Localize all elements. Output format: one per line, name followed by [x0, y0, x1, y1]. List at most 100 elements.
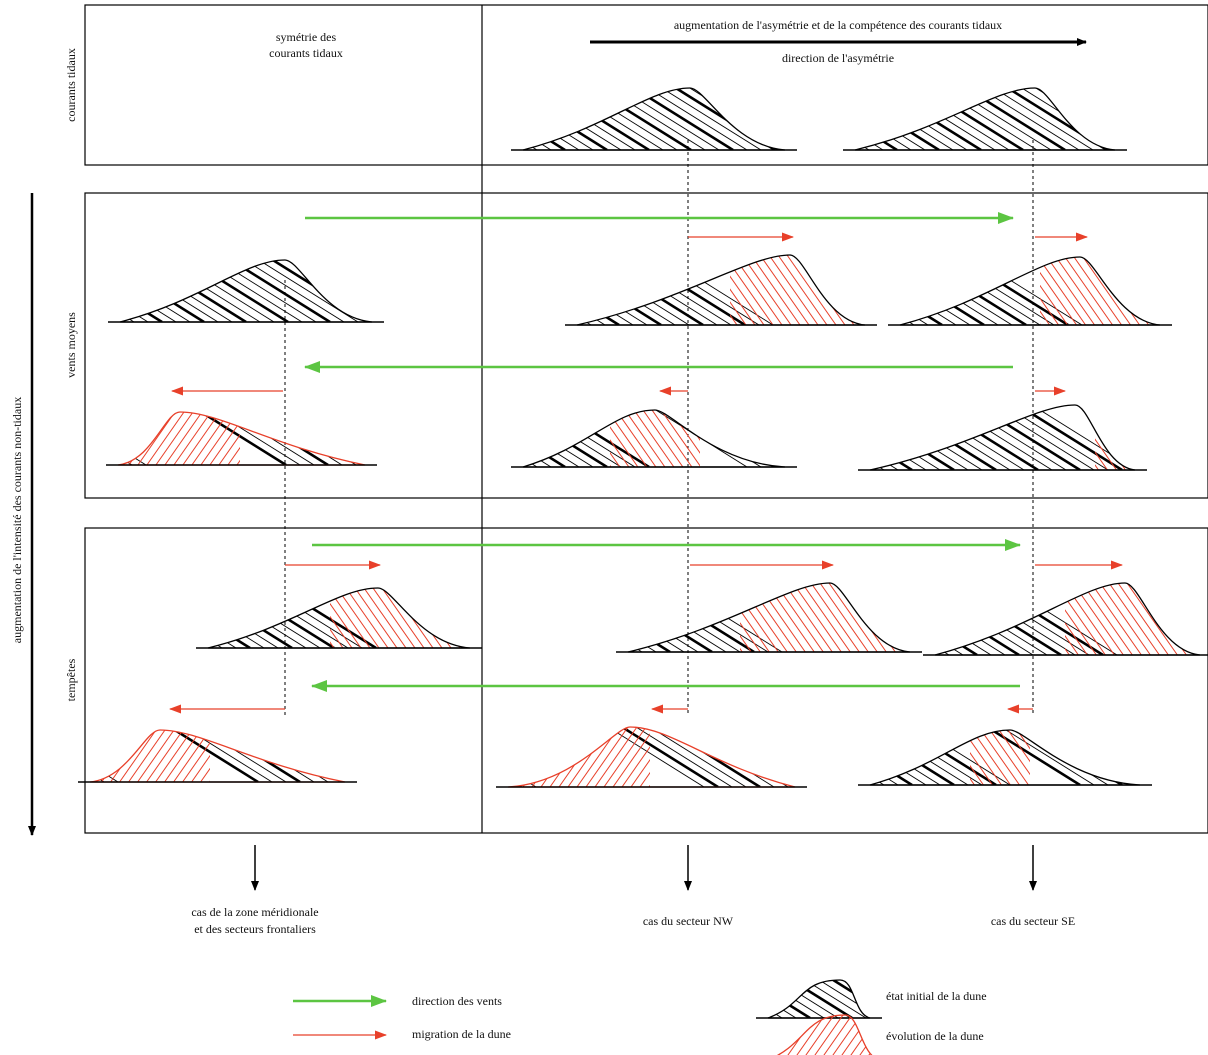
red-hatch — [1143, 405, 1189, 470]
red-hatch — [733, 255, 782, 325]
red-hatch — [406, 727, 448, 787]
dune — [112, 588, 572, 648]
red-hatch — [676, 583, 724, 652]
red-hatch — [517, 588, 559, 648]
red-hatch — [1116, 405, 1162, 470]
red-hatch — [1155, 257, 1203, 325]
red-hatch — [1152, 405, 1198, 470]
red-hatch — [508, 588, 550, 648]
hatch — [507, 255, 619, 325]
red-hatch — [238, 588, 280, 648]
red-hatch — [129, 730, 165, 782]
red-hatch — [694, 727, 736, 787]
hatch — [460, 410, 551, 467]
hatch — [889, 257, 998, 325]
red-hatch — [964, 583, 1012, 652]
red-hatch — [84, 412, 121, 465]
red-hatch — [703, 727, 745, 787]
hatch — [960, 583, 1075, 655]
hatch — [577, 255, 689, 325]
hatch — [91, 260, 190, 322]
red-hatch — [120, 730, 156, 782]
hatch — [182, 588, 278, 648]
hatch — [822, 405, 926, 470]
red-hatch — [571, 255, 620, 325]
red-hatch — [1154, 583, 1204, 655]
red-hatch — [346, 588, 388, 648]
red-hatch — [1161, 730, 1200, 785]
hatch — [7, 730, 90, 782]
hatch — [1048, 730, 1136, 785]
red-hatch — [337, 588, 379, 648]
red-hatch — [364, 588, 406, 648]
red-hatch — [472, 410, 512, 467]
legend-label: migration de la dune — [412, 1027, 511, 1041]
hatch — [636, 727, 732, 787]
hatch — [976, 405, 1080, 470]
red-hatch — [670, 255, 719, 325]
red-hatch — [874, 583, 922, 652]
hatch — [934, 405, 1038, 470]
dune — [0, 730, 426, 782]
red-hatch — [111, 730, 147, 782]
hatch — [672, 583, 782, 652]
hatch — [712, 410, 803, 467]
red-hatch — [1161, 405, 1207, 470]
hatch — [678, 727, 774, 787]
red-hatch — [939, 257, 987, 325]
red-hatch — [793, 583, 841, 652]
red-hatch — [336, 730, 372, 782]
red-hatch — [847, 583, 895, 652]
hatch — [1141, 257, 1208, 325]
red-hatch — [562, 255, 611, 325]
red-hatch — [409, 588, 451, 648]
hatch — [424, 88, 523, 150]
red-hatch — [30, 730, 66, 782]
red-hatch — [400, 588, 442, 648]
red-hatch — [381, 412, 418, 465]
red-hatch — [938, 583, 988, 655]
red-hatch — [921, 257, 969, 325]
red-hatch — [832, 410, 872, 467]
hatch — [948, 405, 1052, 470]
red-hatch — [246, 412, 283, 465]
red-hatch — [625, 410, 665, 467]
hatch — [746, 88, 845, 150]
red-hatch — [837, 405, 883, 470]
red-hatch — [867, 257, 915, 325]
red-hatch — [517, 255, 566, 325]
red-hatch — [598, 255, 647, 325]
red-hatch — [568, 727, 610, 787]
red-hatch — [814, 410, 854, 467]
red-hatch — [748, 727, 790, 787]
red-hatch — [920, 583, 970, 655]
hatch — [804, 727, 900, 787]
hatch — [196, 588, 292, 648]
red-hatch — [499, 410, 539, 467]
red-hatch — [742, 410, 782, 467]
red-hatch — [828, 730, 867, 785]
dune-outline — [577, 255, 865, 325]
hatch — [508, 88, 607, 150]
red-hatch — [1164, 257, 1208, 325]
red-hatch — [1137, 257, 1185, 325]
hatch — [707, 980, 768, 1018]
hatch — [829, 255, 941, 325]
red-hatch — [66, 730, 102, 782]
red-hatch — [1200, 257, 1208, 325]
hatch — [494, 88, 593, 150]
red-hatch — [713, 1015, 745, 1055]
red-hatch — [848, 1015, 880, 1055]
hatch — [735, 980, 796, 1018]
red-hatch — [819, 405, 865, 470]
red-hatch — [1026, 730, 1065, 785]
hatch — [880, 730, 968, 785]
red-hatch — [463, 588, 505, 648]
red-hatch — [787, 410, 827, 467]
red-hatch — [1188, 730, 1208, 785]
hatch — [862, 583, 977, 655]
red-hatch — [1089, 405, 1135, 470]
red-hatch — [893, 583, 943, 655]
red-hatch — [120, 412, 157, 465]
red-hatch — [39, 730, 75, 782]
